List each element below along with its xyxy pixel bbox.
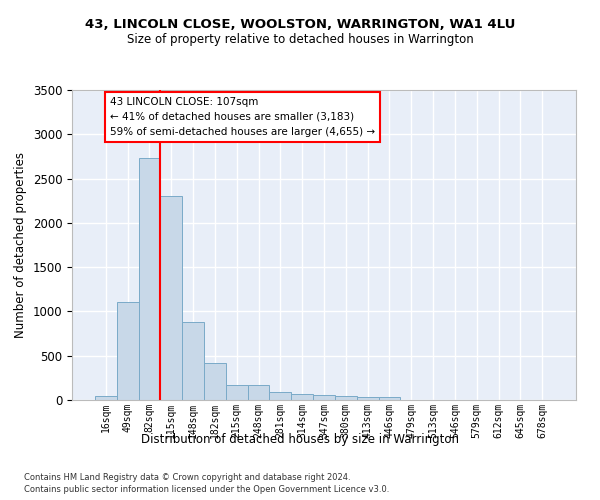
Bar — [182, 322, 204, 400]
Text: Contains HM Land Registry data © Crown copyright and database right 2024.: Contains HM Land Registry data © Crown c… — [24, 472, 350, 482]
Bar — [160, 196, 182, 400]
Text: Distribution of detached houses by size in Warrington: Distribution of detached houses by size … — [141, 432, 459, 446]
Bar — [379, 398, 400, 400]
Bar — [357, 398, 379, 400]
Bar — [139, 158, 160, 400]
Bar — [248, 386, 269, 400]
Bar — [204, 363, 226, 400]
Y-axis label: Number of detached properties: Number of detached properties — [14, 152, 27, 338]
Text: Size of property relative to detached houses in Warrington: Size of property relative to detached ho… — [127, 32, 473, 46]
Bar — [117, 302, 139, 400]
Text: 43 LINCOLN CLOSE: 107sqm
← 41% of detached houses are smaller (3,183)
59% of sem: 43 LINCOLN CLOSE: 107sqm ← 41% of detach… — [110, 97, 375, 136]
Bar — [335, 396, 357, 400]
Bar — [269, 392, 291, 400]
Text: Contains public sector information licensed under the Open Government Licence v3: Contains public sector information licen… — [24, 485, 389, 494]
Bar — [95, 396, 117, 400]
Bar — [226, 384, 248, 400]
Bar — [291, 394, 313, 400]
Text: 43, LINCOLN CLOSE, WOOLSTON, WARRINGTON, WA1 4LU: 43, LINCOLN CLOSE, WOOLSTON, WARRINGTON,… — [85, 18, 515, 30]
Bar — [313, 395, 335, 400]
